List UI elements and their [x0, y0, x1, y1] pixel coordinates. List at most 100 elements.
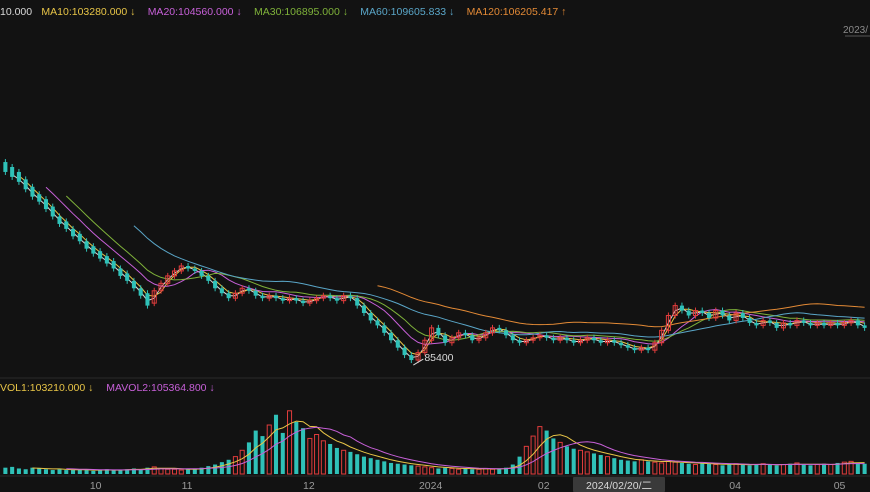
volume-bar-up — [841, 461, 847, 475]
volume-bar-up — [151, 466, 157, 475]
candle-body-down — [504, 330, 509, 336]
candle-body-down — [43, 199, 49, 210]
volume-bar-down — [571, 448, 576, 474]
candle-body-up — [483, 332, 489, 339]
candle-body-up — [848, 319, 854, 324]
volume-bar-down — [612, 458, 617, 474]
candle-body-up — [604, 339, 611, 344]
volume-bar-down — [23, 469, 28, 474]
volume-bar-down — [199, 467, 204, 474]
candle-body-down — [328, 295, 333, 299]
volume-bar-up — [814, 464, 820, 475]
candle-body-down — [727, 315, 732, 321]
candle-body-up — [652, 342, 658, 351]
candle-body-down — [443, 335, 448, 343]
candle-body-down — [564, 337, 569, 341]
candle-body-down — [260, 295, 265, 299]
candle-body-up — [557, 337, 563, 341]
volume-legend-value: VOL1:103210.000 ↓ — [0, 382, 93, 394]
candle-body-up — [320, 295, 326, 299]
candle-body-up — [577, 339, 583, 344]
candle-body-down — [64, 221, 69, 229]
crosshair-date-label: 2024/02/20/二 — [586, 480, 652, 492]
volume-bar-down — [679, 462, 684, 474]
volume-bar-down — [328, 443, 333, 474]
candle-body-down — [57, 216, 62, 224]
candle-body-down — [774, 322, 779, 328]
x-axis-tick-label: 12 — [303, 480, 315, 492]
volume-bar-down — [774, 465, 779, 474]
candle-body-up — [178, 265, 184, 272]
volume-bar-down — [43, 469, 49, 474]
volume-bar-down — [855, 462, 860, 474]
candle-body-down — [192, 268, 197, 271]
candle-body-up — [814, 322, 820, 326]
volume-bar-down — [470, 469, 475, 474]
volume-bar-up — [476, 468, 482, 475]
candle-body-up — [476, 337, 482, 341]
volume-bar-down — [301, 428, 306, 474]
candle-body-up — [780, 322, 786, 329]
candle-body-down — [395, 340, 400, 348]
volume-bar-down — [646, 461, 651, 474]
candle-body-down — [301, 300, 306, 304]
ma-line-ma120 — [377, 285, 865, 328]
candle-body-up — [841, 322, 847, 326]
volume-bar-up — [659, 462, 665, 475]
volume-bar-up — [266, 424, 272, 475]
candle-body-down — [700, 310, 705, 314]
corner-date-label: 2023/ — [843, 25, 868, 36]
candle-body-down — [382, 325, 387, 333]
volume-bar-down — [747, 465, 752, 474]
volume-bar-up — [794, 462, 800, 475]
candle-body-up — [239, 287, 245, 294]
volume-bar-down — [821, 463, 827, 474]
candle-body-down — [686, 310, 691, 316]
candle-body-up — [794, 319, 800, 326]
volume-bar-up — [828, 464, 834, 475]
volume-bar-up — [489, 468, 496, 475]
candle-body-down — [571, 340, 576, 343]
volume-bar-down — [37, 468, 42, 474]
min-marker-arrow — [413, 358, 424, 366]
volume-bar-down — [125, 469, 130, 474]
volume-bar-up — [456, 468, 462, 475]
candle-body-up — [456, 332, 462, 339]
candle-body-down — [334, 298, 339, 301]
volume-bar-down — [206, 466, 211, 474]
volume-bar-up — [239, 449, 245, 475]
volume-bar-down — [260, 436, 265, 474]
legend-ma-value: MA60:109605.833 ↓ — [360, 6, 454, 18]
volume-bar-down — [497, 468, 502, 474]
volume-bar-down — [808, 465, 813, 474]
volume-bar-down — [334, 447, 339, 474]
volume-bar-up — [320, 440, 326, 475]
volume-bar-down — [186, 469, 191, 474]
volume-bar-up — [577, 449, 583, 475]
candle-body-down — [808, 322, 813, 326]
volume-bar-down — [91, 470, 96, 474]
candle-body-down — [646, 347, 651, 351]
volume-bar-down — [402, 464, 407, 474]
candle-body-down — [10, 167, 15, 177]
candle-body-down — [591, 337, 597, 341]
volume-bar-down — [280, 432, 285, 474]
candle-body-up — [584, 337, 590, 341]
volume-bar-up — [530, 435, 536, 475]
volume-bar-down — [382, 461, 387, 474]
candle-body-down — [821, 322, 827, 326]
candle-body-down — [619, 342, 624, 346]
candle-body-down — [368, 313, 373, 321]
candle-body-up — [266, 295, 272, 299]
volume-bar-down — [619, 459, 624, 474]
volume-bar-up — [584, 451, 590, 475]
candle-body-down — [37, 194, 42, 202]
candle-body-up — [523, 339, 529, 344]
volume-bar-down — [720, 465, 725, 474]
candle-body-up — [659, 329, 665, 344]
volume-bar-down — [138, 469, 143, 474]
candle-body-up — [307, 300, 313, 304]
x-axis-tick-label: 02 — [538, 480, 550, 492]
volume-bar-down — [84, 470, 89, 474]
